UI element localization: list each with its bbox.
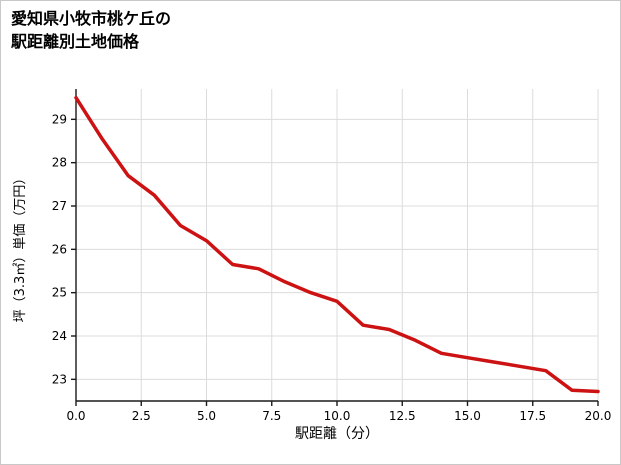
price-line-series: [74, 95, 600, 394]
x-tick-label: 17.5: [519, 409, 546, 423]
chart-title: 愛知県小牧市桃ケ丘の 駅距離別土地価格: [11, 7, 171, 53]
y-axis-label: 坪（3.3㎡）単価（万円）: [13, 171, 28, 323]
y-tick-label: 25: [52, 286, 67, 300]
x-tick-label: 10.0: [324, 409, 351, 423]
x-tick-label: 0.0: [66, 409, 85, 423]
x-tick-label: 7.5: [262, 409, 281, 423]
y-tick-label: 28: [52, 156, 67, 170]
y-tick-label: 24: [52, 329, 67, 343]
y-tick-label: 23: [52, 372, 67, 386]
y-tick-label: 29: [52, 112, 67, 126]
y-tick-label: 27: [52, 199, 67, 213]
x-tick-label: 20.0: [585, 409, 612, 423]
x-tick-label: 2.5: [132, 409, 151, 423]
x-tick-label: 5.0: [197, 409, 216, 423]
x-tick-label: 15.0: [454, 409, 481, 423]
x-axis-label: 駅距離（分）: [295, 426, 379, 442]
x-tick-label: 12.5: [389, 409, 416, 423]
chart-title-line2: 駅距離別土地価格: [11, 32, 140, 52]
chart-title-line1: 愛知県小牧市桃ケ丘の: [11, 9, 172, 28]
y-tick-label: 26: [52, 242, 67, 256]
